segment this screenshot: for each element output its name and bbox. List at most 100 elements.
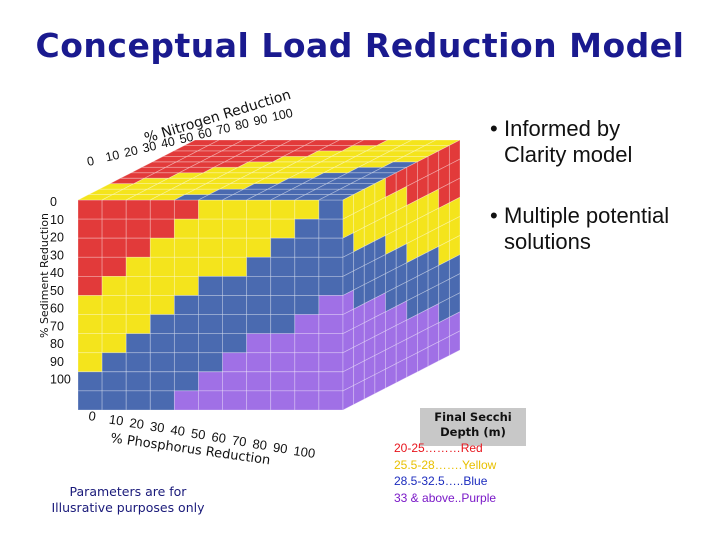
slide-title: Conceptual Load Reduction Model: [35, 26, 685, 65]
legend-item-yellow: 25.5-28…….Yellow: [394, 457, 497, 472]
front-cell: [77, 275, 103, 296]
phosphorus-tick: 30: [149, 419, 165, 436]
front-cell: [270, 218, 296, 239]
front-cell: [294, 390, 320, 411]
front-cell: [77, 314, 103, 335]
front-cell: [173, 314, 199, 335]
front-cell: [222, 218, 248, 239]
front-cell: [101, 275, 127, 296]
front-cell: [246, 256, 272, 277]
front-cell: [198, 218, 223, 239]
front-cell: [222, 256, 248, 277]
phosphorus-tick: 40: [170, 422, 186, 439]
front-cell: [101, 352, 127, 373]
nitrogen-tick: 50: [178, 130, 195, 147]
front-cell: [149, 314, 175, 335]
front-cell: [318, 275, 344, 296]
front-cell: [149, 352, 175, 373]
sediment-axis-label: % Sediment Reduction: [38, 213, 51, 338]
sediment-tick: 10: [50, 213, 64, 227]
front-cell: [222, 314, 248, 335]
front-cell: [270, 371, 296, 392]
front-cell: [222, 371, 248, 392]
front-cell: [318, 333, 344, 354]
front-cell: [101, 390, 127, 411]
illustrative-note: Parameters are for Illusrative purposes …: [51, 484, 205, 515]
front-cell: [101, 218, 127, 239]
front-cell: [149, 275, 175, 296]
front-cell: [246, 275, 272, 296]
legend-item-purple: 33 & above..Purple: [394, 490, 497, 505]
front-cell: [125, 371, 151, 392]
front-cell: [246, 218, 272, 239]
front-cell: [173, 352, 199, 373]
front-cell: [246, 314, 272, 335]
nitrogen-tick: 40: [160, 134, 177, 151]
front-cell: [125, 237, 151, 258]
front-cell: [246, 390, 272, 411]
front-cell: [294, 333, 320, 354]
front-cell: [198, 237, 223, 258]
front-cell: [173, 390, 199, 411]
nitrogen-tick: 90: [252, 112, 269, 129]
bullet-informed: • Informed by Clarity model: [490, 116, 633, 167]
cube-side-face: [342, 139, 461, 411]
front-cell: [222, 352, 248, 373]
front-cell: [318, 256, 344, 277]
front-cell: [125, 295, 151, 315]
front-cell: [149, 371, 175, 392]
front-cell: [318, 295, 344, 315]
sediment-tick: 50: [50, 284, 64, 298]
front-cell: [270, 352, 296, 373]
front-cell: [173, 295, 199, 315]
front-cell: [173, 333, 199, 354]
front-cell: [198, 256, 223, 277]
front-cell: [318, 218, 344, 239]
front-cell: [77, 333, 103, 354]
secchi-legend: 20-25………Red 25.5-28…….Yellow 28.5-32.5….…: [394, 440, 554, 506]
nitrogen-axis-label: % Nitrogen Reduction: [142, 87, 292, 147]
front-cell: [294, 314, 320, 335]
sediment-tick: 0: [50, 195, 57, 209]
front-cell: [198, 295, 223, 315]
front-cell: [101, 237, 127, 258]
front-cell: [173, 237, 199, 258]
front-cell: [222, 390, 248, 411]
front-cell: [318, 390, 344, 411]
phosphorus-tick: 20: [129, 415, 145, 432]
front-cell: [77, 295, 103, 315]
front-cell: [318, 371, 344, 392]
front-cell: [173, 218, 199, 239]
phosphorus-tick: 80: [252, 436, 268, 453]
front-cell: [270, 390, 296, 411]
front-cell: [149, 218, 175, 239]
phosphorus-tick: 90: [272, 440, 288, 457]
nitrogen-tick: 20: [123, 143, 140, 160]
sediment-tick: 80: [50, 337, 64, 351]
front-cell: [125, 218, 151, 239]
sediment-tick: 90: [50, 355, 64, 369]
front-cell: [246, 295, 272, 315]
sediment-tick: 40: [50, 266, 64, 280]
front-cell: [270, 256, 296, 277]
front-cell: [294, 371, 320, 392]
front-cell: [149, 333, 175, 354]
front-cell: [101, 314, 127, 335]
front-cell: [294, 275, 320, 296]
front-cell: [101, 295, 127, 315]
front-cell: [246, 199, 272, 220]
front-cell: [77, 237, 103, 258]
legend-item-blue: 28.5-32.5…..Blue: [394, 474, 488, 488]
front-cell: [125, 256, 151, 277]
front-cell: [270, 314, 296, 335]
front-cell: [198, 352, 223, 373]
side-cell: [448, 330, 461, 357]
nitrogen-tick: 30: [141, 139, 158, 156]
sediment-tick: 100: [50, 373, 71, 387]
front-cell: [246, 237, 272, 258]
front-cell: [270, 333, 296, 354]
front-cell: [198, 371, 223, 392]
front-cell: [246, 352, 272, 373]
phosphorus-tick: 60: [211, 429, 227, 446]
front-cell: [222, 237, 248, 258]
